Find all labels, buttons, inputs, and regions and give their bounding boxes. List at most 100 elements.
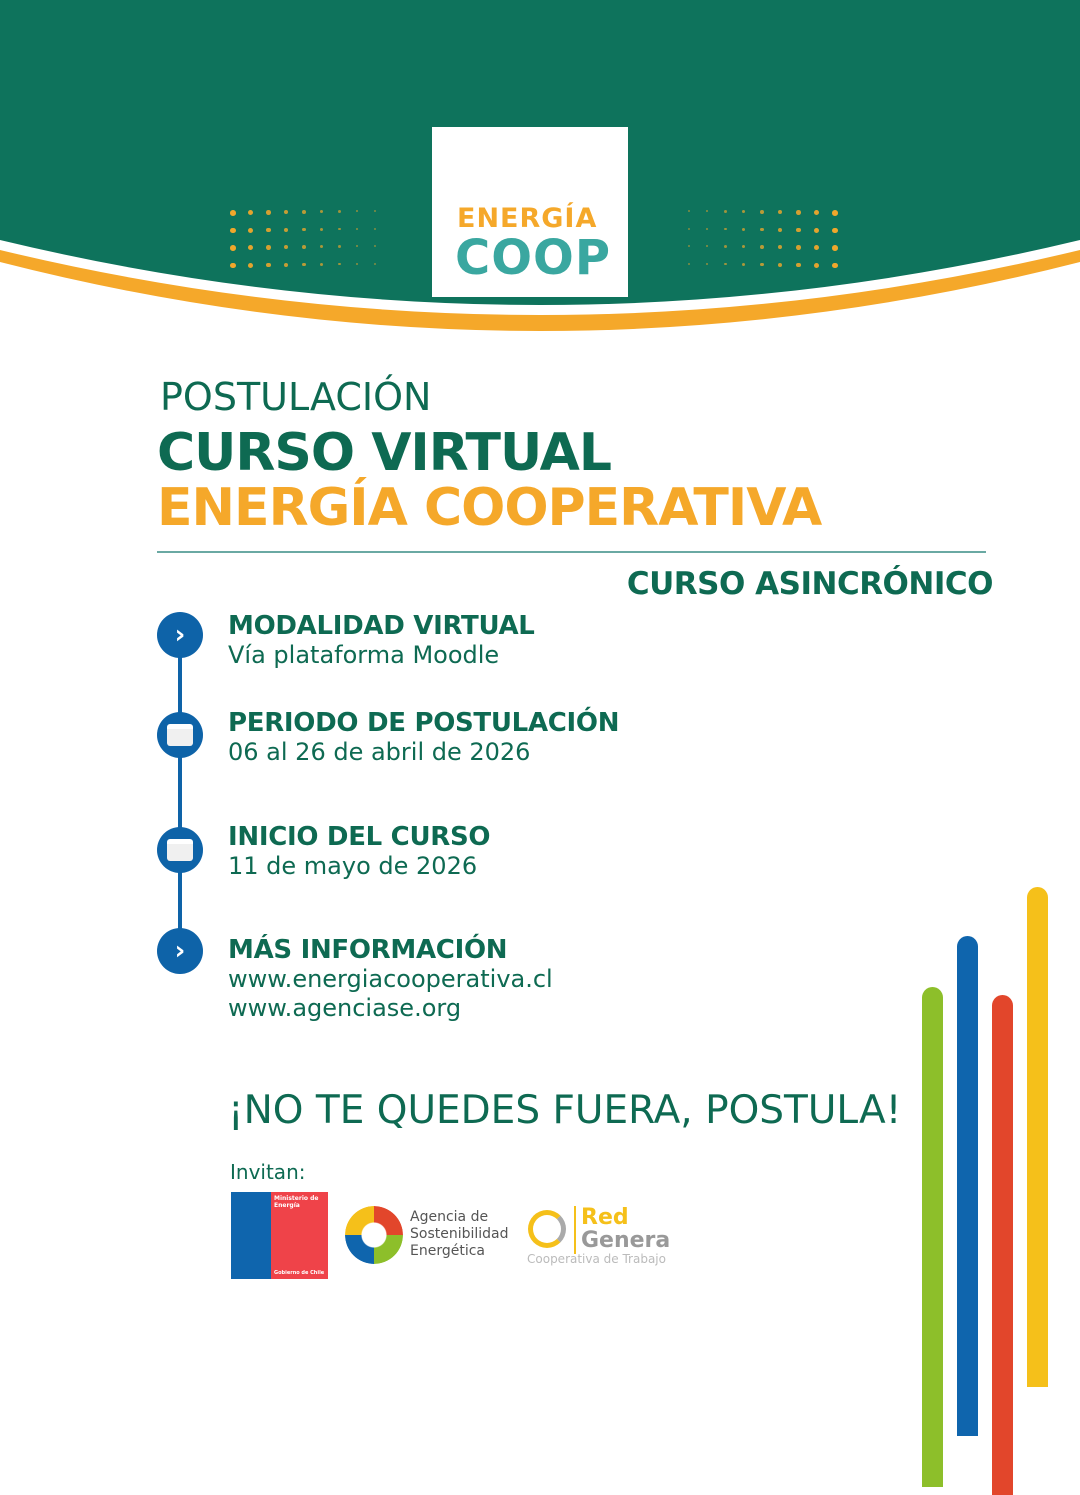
- dot: [248, 262, 254, 268]
- dot: [706, 227, 709, 230]
- dot: [796, 210, 801, 215]
- dot: [248, 245, 254, 251]
- dot: [688, 227, 690, 230]
- dot: [320, 245, 324, 249]
- agencia-sostenibilidad-logo-icon: [345, 1206, 403, 1264]
- dot: [338, 227, 341, 231]
- dot: [266, 210, 271, 215]
- agencia-sostenibilidad-logo: Agencia de Sostenibilidad Energética: [410, 1209, 509, 1260]
- info-item-inicio: INICIO DEL CURSO 11 de mayo de 2026: [228, 822, 491, 881]
- dot: [230, 262, 236, 269]
- dot: [284, 245, 289, 250]
- item-title: MÁS INFORMACIÓN: [228, 935, 508, 965]
- dot: [374, 227, 376, 230]
- logo-text-energia: ENERGÍA: [457, 203, 598, 234]
- dot: [778, 245, 783, 250]
- energia-coop-logo: [432, 127, 628, 297]
- logo-text: Agencia de: [410, 1209, 489, 1225]
- item-title: MODALIDAD VIRTUAL: [228, 611, 535, 641]
- red-genera-logo: Red Genera: [581, 1206, 670, 1252]
- dot: [374, 210, 376, 212]
- dot: [266, 245, 271, 250]
- chevron-right-icon: ›: [157, 612, 203, 658]
- pre-title: POSTULACIÓN: [160, 375, 432, 419]
- decor-bar-green: [922, 987, 943, 1487]
- dot: [356, 227, 359, 230]
- item-text: 06 al 26 de abril de 2026: [228, 738, 531, 766]
- invite-label: Invitan:: [230, 1160, 306, 1184]
- decor-bar-blue: [957, 936, 978, 1436]
- link-energiacooperativa[interactable]: www.energiacooperativa.cl: [228, 965, 553, 993]
- dot: [796, 262, 801, 268]
- dot: [302, 227, 306, 232]
- dot: [778, 262, 783, 267]
- dot: [832, 262, 838, 269]
- dot: [356, 245, 359, 248]
- dot: [320, 227, 324, 231]
- dot: [796, 227, 801, 233]
- dot: [302, 245, 306, 249]
- dot: [230, 210, 236, 216]
- dot: [724, 245, 727, 248]
- title-line-2: ENERGÍA COOPERATIVA: [157, 478, 822, 538]
- divider: [157, 551, 986, 553]
- dot-pattern-right: [688, 210, 850, 280]
- dot: [302, 210, 306, 214]
- dot: [706, 245, 709, 248]
- link-agenciase[interactable]: www.agenciase.org: [228, 994, 462, 1022]
- info-item-modalidad: MODALIDAD VIRTUAL Vía plataforma Moodle: [228, 611, 535, 670]
- logo-text: Energía: [274, 1202, 300, 1209]
- dot: [688, 262, 690, 265]
- dot: [724, 262, 727, 266]
- dot: [760, 245, 764, 249]
- dot: [248, 210, 254, 216]
- dot: [248, 227, 254, 233]
- dot: [356, 262, 359, 265]
- logo-text: Gobierno de Chile: [274, 1270, 325, 1276]
- dot: [338, 262, 341, 266]
- chevron-right-icon: ›: [157, 928, 203, 974]
- dot: [320, 262, 324, 266]
- logo-text: Sostenibilidad: [410, 1226, 509, 1242]
- dot: [688, 245, 690, 247]
- dot: [338, 210, 341, 213]
- dot: [374, 245, 376, 247]
- dot: [266, 262, 271, 268]
- logo-text: Ministerio de: [274, 1195, 319, 1202]
- dot: [814, 227, 820, 233]
- logo-text: Red: [581, 1205, 629, 1230]
- title-line-1: CURSO VIRTUAL: [157, 423, 612, 483]
- dot: [814, 245, 820, 251]
- decor-bar-red: [992, 995, 1013, 1495]
- dot: [832, 227, 838, 234]
- info-item-periodo: PERIODO DE POSTULACIÓN 06 al 26 de abril…: [228, 708, 619, 767]
- dot: [760, 210, 764, 214]
- item-title: PERIODO DE POSTULACIÓN: [228, 708, 620, 738]
- course-type-tag: CURSO ASINCRÓNICO: [626, 566, 994, 602]
- dot: [688, 210, 690, 212]
- dot: [320, 210, 324, 214]
- dot: [356, 210, 359, 213]
- dot: [266, 227, 271, 233]
- logo-text-coop: COOP: [455, 230, 612, 286]
- dot: [706, 210, 709, 213]
- item-title: INICIO DEL CURSO: [228, 822, 491, 852]
- dot: [374, 262, 376, 265]
- info-item-mas-informacion: MÁS INFORMACIÓN www.energiacooperativa.c…: [228, 935, 553, 1023]
- dot: [742, 227, 746, 231]
- dot: [724, 210, 727, 213]
- dot: [760, 227, 764, 232]
- logo-text: Genera: [581, 1228, 671, 1253]
- timeline-line: [178, 635, 182, 950]
- dot: [778, 227, 783, 232]
- dot: [832, 210, 838, 216]
- dot: [742, 210, 746, 214]
- dot: [284, 227, 289, 232]
- dot: [284, 210, 289, 215]
- dot: [760, 262, 764, 267]
- item-text: Vía plataforma Moodle: [228, 641, 500, 669]
- dot-pattern-left: [230, 210, 392, 280]
- call-to-action: ¡NO TE QUEDES FUERA, POSTULA!: [228, 1088, 902, 1133]
- logo-text: Energética: [410, 1243, 485, 1259]
- dot: [724, 227, 727, 231]
